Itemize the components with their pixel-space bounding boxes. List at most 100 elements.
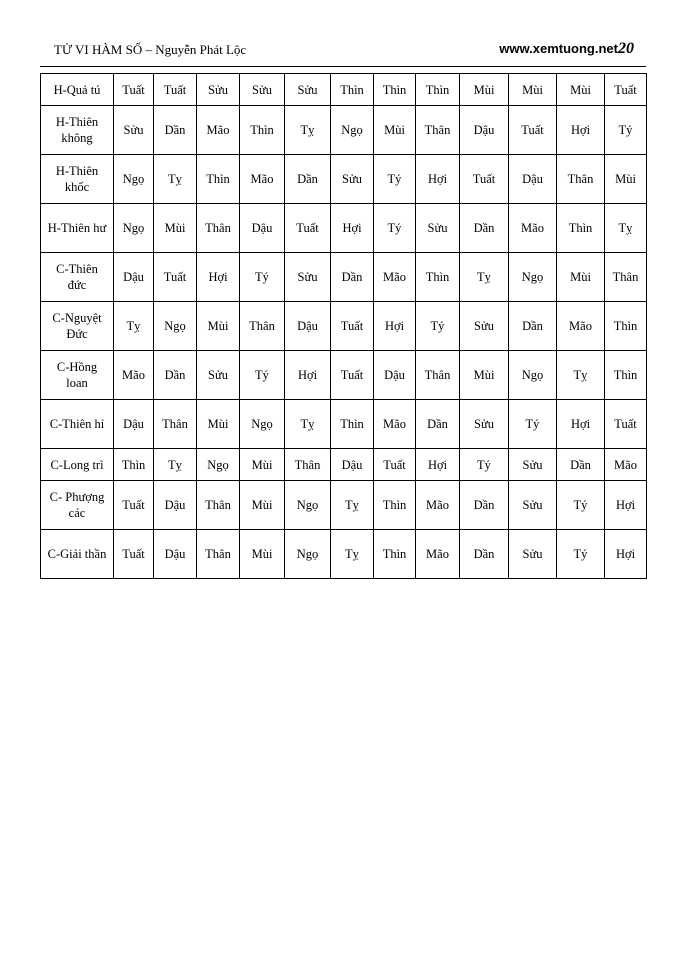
table-cell: Tỵ	[459, 252, 509, 302]
table-cell: Tỵ	[153, 448, 197, 481]
table-cell: Mùi	[153, 203, 197, 253]
row-label: H-Thiên hư	[40, 203, 114, 253]
table-cell: Ngọ	[508, 350, 557, 400]
row-label: H-Thiên không	[40, 105, 114, 155]
table-cell: Mùi	[459, 73, 509, 106]
table-cell: Tý	[556, 529, 605, 579]
table-cell: Thìn	[604, 350, 647, 400]
table-cell: Thân	[415, 350, 460, 400]
table-cell: Tỵ	[284, 399, 331, 449]
table-cell: Thân	[196, 203, 240, 253]
table-cell: Thìn	[373, 73, 416, 106]
row-label: C-Long trì	[40, 448, 114, 481]
table-cell: Thìn	[556, 203, 605, 253]
table-cell: Tý	[459, 448, 509, 481]
table-cell: Dần	[284, 154, 331, 204]
header-right: www.xemtuong.net20	[499, 40, 634, 58]
table-cell: Sửu	[196, 350, 240, 400]
table-cell: Sửu	[284, 73, 331, 106]
table-cell: Dần	[330, 252, 374, 302]
star-position-table: H-Quả tú Tuất Tuất Sửu Sửu Sửu Thìn Thìn Thìn Mùi…	[40, 73, 647, 579]
table-cell: Mùi	[459, 350, 509, 400]
table-cell: Sửu	[196, 73, 240, 106]
table-cell: Mão	[239, 154, 285, 204]
table-cell: Dậu	[113, 399, 154, 449]
table-cell: Thìn	[604, 301, 647, 351]
table-cell: Mùi	[373, 105, 416, 155]
table-cell: Thìn	[196, 154, 240, 204]
table-cell: Dần	[153, 105, 197, 155]
table-cell: Tý	[508, 399, 557, 449]
table-cell: Hợi	[196, 252, 240, 302]
table-cell: Tỵ	[113, 301, 154, 351]
table-cell: Hợi	[556, 399, 605, 449]
table-cell: Mão	[508, 203, 557, 253]
table-cell: Hợi	[604, 480, 647, 530]
table-cell: Tỵ	[556, 350, 605, 400]
table-cell: Ngọ	[508, 252, 557, 302]
row-label: C-Nguyệt Đức	[40, 301, 114, 351]
table-cell: Tuất	[330, 301, 374, 351]
table-cell: Thân	[196, 480, 240, 530]
table-cell: Hợi	[330, 203, 374, 253]
table-cell: Tuất	[459, 154, 509, 204]
table-cell: Tý	[556, 480, 605, 530]
page-number: 20	[618, 40, 634, 57]
table-row: C-Thiên hỉ Dậu Thân Mùi Ngọ Tỵ Thìn Mão Dần Sửu Tý…	[40, 399, 647, 449]
table-cell: Dậu	[508, 154, 557, 204]
table-cell: Tý	[604, 105, 647, 155]
table-cell: Tuất	[508, 105, 557, 155]
table-cell: Thìn	[373, 480, 416, 530]
table-cell: Hợi	[373, 301, 416, 351]
table-cell: Ngọ	[284, 480, 331, 530]
table-cell: Dậu	[373, 350, 416, 400]
table-cell: Sửu	[415, 203, 460, 253]
site-url: www.xemtuong.net	[499, 41, 618, 56]
table-cell: Tuất	[153, 252, 197, 302]
table-cell: Mùi	[556, 252, 605, 302]
table-cell: Dậu	[153, 529, 197, 579]
table-cell: Tỵ	[153, 154, 197, 204]
table-cell: Tuất	[284, 203, 331, 253]
row-label: C-Thiên đức	[40, 252, 114, 302]
table-cell: Ngọ	[239, 399, 285, 449]
table-cell: Sửu	[113, 105, 154, 155]
table-cell: Thân	[153, 399, 197, 449]
table-cell: Thân	[239, 301, 285, 351]
table-row: C-Long trì Thìn Tỵ Ngọ Mùi Thân Dậu Tuất Hợi Tý Sử…	[40, 448, 647, 481]
table-cell: Tuất	[604, 399, 647, 449]
table-cell: Thìn	[415, 252, 460, 302]
table-cell: Sửu	[459, 399, 509, 449]
table-cell: Dậu	[330, 448, 374, 481]
row-label: C-Hồng loan	[40, 350, 114, 400]
table-cell: Ngọ	[153, 301, 197, 351]
table-cell: Thân	[604, 252, 647, 302]
table-cell: Ngọ	[284, 529, 331, 579]
table-cell: Tỵ	[330, 529, 374, 579]
table-cell: Sửu	[508, 448, 557, 481]
row-label: C-Giải thần	[40, 529, 114, 579]
table-cell: Tuất	[373, 448, 416, 481]
table-cell: Ngọ	[330, 105, 374, 155]
row-label: C-Thiên hỉ	[40, 399, 114, 449]
table-cell: Dần	[556, 448, 605, 481]
table-cell: Mùi	[239, 529, 285, 579]
table-cell: Tý	[373, 203, 416, 253]
table-cell: Mùi	[239, 480, 285, 530]
table-cell: Mùi	[196, 301, 240, 351]
header-divider	[40, 66, 646, 67]
table-cell: Tuất	[330, 350, 374, 400]
table-cell: Mão	[373, 399, 416, 449]
table-cell: Hợi	[415, 154, 460, 204]
table-cell: Mùi	[604, 154, 647, 204]
table-cell: Tuất	[113, 480, 154, 530]
row-label: H-Quả tú	[40, 73, 114, 106]
table-row: C-Nguyệt Đức Tỵ Ngọ Mùi Thân Dậu Tuất Hợi Tý Sửu D…	[40, 301, 647, 351]
table-cell: Tuất	[153, 73, 197, 106]
table-cell: Sửu	[459, 301, 509, 351]
table-row: C-Hồng loan Mão Dần Sửu Tý Hợi Tuất Dậu Thân Mùi N…	[40, 350, 647, 400]
table-cell: Tý	[239, 350, 285, 400]
table-cell: Thân	[556, 154, 605, 204]
table-cell: Thìn	[330, 73, 374, 106]
table-cell: Mùi	[556, 73, 605, 106]
